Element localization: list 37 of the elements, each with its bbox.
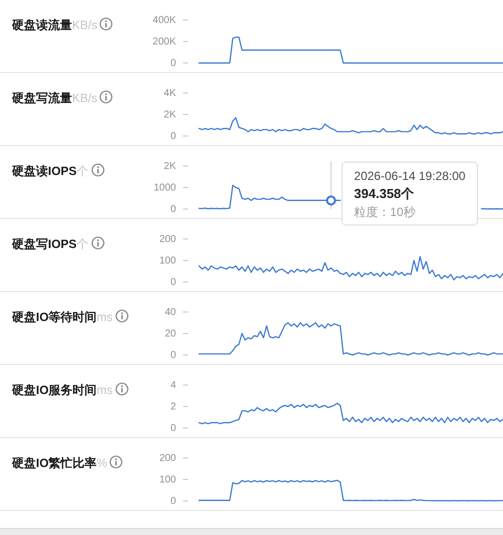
y-tick-label: 200 <box>159 452 176 464</box>
y-tick-label: 2 <box>170 401 176 412</box>
text: 硬盘写IOPS个 <box>12 237 89 251</box>
annotation: 粒度：10秒 <box>354 205 416 219</box>
line-series <box>198 117 503 134</box>
data-label: 394.358个 <box>354 186 416 200</box>
text: 硬盘IO服务时间ms <box>12 383 113 397</box>
y-tick-label: 0 <box>170 496 176 506</box>
annotation: 2026-06-14 19:28:00 <box>354 169 466 183</box>
y-tick-label: 0 <box>170 204 176 214</box>
text: 硬盘读IOPS个 <box>12 164 89 178</box>
y-tick-label: 400K <box>152 14 176 26</box>
y-tick-label: 4K <box>164 88 176 98</box>
line-series <box>198 36 503 64</box>
y-tick-label: 2K <box>164 109 176 120</box>
y-tick-label: 0 <box>170 350 176 360</box>
y-tick-label: 20 <box>164 328 176 339</box>
y-tick-label: 200 <box>159 234 176 244</box>
text: 硬盘写流量KB/s <box>12 91 98 105</box>
y-tick-label: 4 <box>170 380 176 390</box>
y-tick-label: 0 <box>170 276 176 288</box>
text: 硬盘IO繁忙比率% <box>12 456 108 470</box>
y-tick-label: 0 <box>170 130 176 142</box>
text: 硬盘读流量KB/s <box>12 18 98 32</box>
y-tick-label: 40 <box>164 306 176 318</box>
line-series <box>198 480 503 502</box>
y-tick-label: 100 <box>159 255 176 266</box>
y-tick-label: 2K <box>164 160 176 172</box>
line-series <box>198 256 503 280</box>
line-series <box>198 322 503 356</box>
y-tick-label: 200K <box>152 36 176 47</box>
y-tick-label: 1000 <box>154 182 176 193</box>
y-tick-label: 0 <box>170 422 176 434</box>
line-series <box>198 402 503 424</box>
y-tick-label: 0 <box>170 58 176 68</box>
y-tick-label: 100 <box>159 474 176 485</box>
text: 硬盘IO等待时间ms <box>12 310 113 324</box>
